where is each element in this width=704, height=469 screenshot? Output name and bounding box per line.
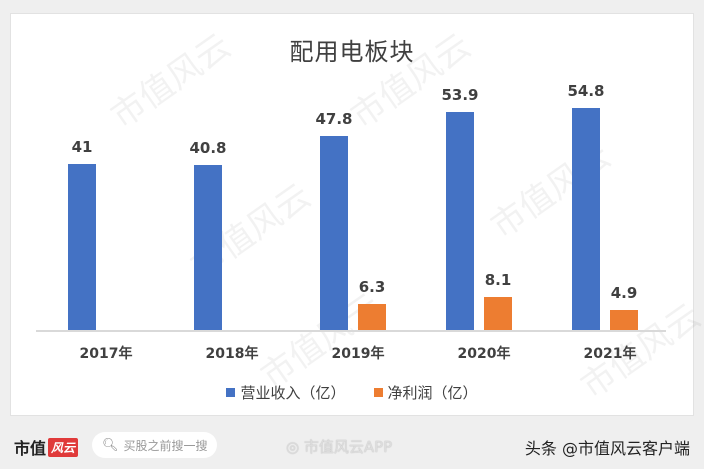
x-tick-label: 2017年 [79, 346, 133, 362]
logo-badge: 风云 [48, 437, 79, 457]
bar-revenue [320, 136, 348, 330]
bar-revenue [572, 108, 600, 330]
chart-title: 配用电板块 [289, 38, 415, 66]
search-icon: 🔍︎ [102, 437, 119, 453]
x-tick-label: 2018年 [205, 346, 259, 362]
x-tick-label: 2020年 [457, 346, 511, 362]
data-label: 4.9 [610, 284, 638, 303]
bar-revenue [194, 164, 222, 330]
legend-label-revenue: 营业收入（亿） [240, 384, 346, 402]
logo-text: 市值 [14, 439, 47, 458]
toutiao-credit: 头条 @市值风云客户端 [524, 439, 690, 458]
x-tick-label: 2021年 [583, 346, 637, 362]
x-tick-label: 2019年 [331, 346, 385, 362]
plot-area: 41 40.8 47.8 6.3 53.9 8.1 54.8 4.9 [36, 14, 666, 330]
bar-revenue [446, 111, 474, 330]
data-label: 8.1 [484, 271, 512, 290]
chart-card: 市值风云 市值风云 市值风云 市值风云 市值风云 市值风云 配用电板块 41 40… [10, 13, 704, 416]
legend: 营业收入（亿） 净利润（亿） [11, 382, 693, 403]
brand-logo[interactable]: 市值 风云 [14, 435, 79, 459]
legend-item-profit: 净利润（亿） [373, 382, 478, 403]
weibo-icon: ◎ [286, 438, 300, 456]
data-label: 53.9 [441, 85, 479, 104]
search-box[interactable]: 🔍︎ 买股之前搜一搜 [92, 432, 217, 458]
data-label: 41 [71, 137, 93, 156]
legend-swatch-orange-icon [373, 388, 383, 397]
legend-label-profit: 净利润（亿） [387, 384, 478, 402]
footer-bar: 市值 风云 🔍︎ 买股之前搜一搜 ◎ 市值风云APP 头条 @市值风云客户端 [0, 422, 704, 469]
data-label: 6.3 [358, 278, 386, 297]
data-label: 47.8 [315, 110, 353, 129]
legend-swatch-blue-icon [226, 388, 236, 397]
legend-item-revenue: 营业收入（亿） [226, 382, 346, 403]
bar-profit [484, 297, 512, 330]
bar-profit [610, 310, 638, 330]
weibo-text: 市值风云APP [303, 438, 393, 456]
weibo-watermark: ◎ 市值风云APP [286, 436, 392, 457]
data-label: 54.8 [567, 82, 605, 101]
bar-revenue [68, 163, 96, 330]
data-label: 40.8 [189, 138, 227, 157]
bar-profit [358, 304, 386, 330]
search-placeholder: 买股之前搜一搜 [123, 438, 208, 453]
x-axis-line [36, 330, 666, 332]
